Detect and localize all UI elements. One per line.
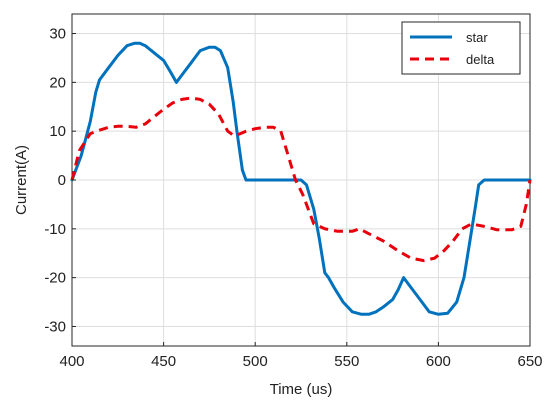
legend-box [401, 21, 521, 75]
x-tick-label: 600 [426, 353, 451, 370]
y-tick-label: -10 [44, 221, 66, 238]
x-tick-label: 550 [334, 353, 359, 370]
y-tick-label: 30 [49, 26, 66, 43]
x-tick-label: 500 [243, 353, 268, 370]
x-tick-label: 450 [151, 353, 176, 370]
series-line-star [70, 41, 532, 316]
legend: star delta [401, 21, 521, 75]
y-axis-ticks: -30 -20 -10 0 10 20 30 [44, 26, 76, 335]
legend-label-star: star [466, 30, 488, 45]
x-axis-title: Time (us) [270, 381, 333, 398]
x-tick-label: 650 [517, 353, 542, 370]
x-axis-ticks: 400 450 500 550 600 650 [59, 342, 543, 370]
legend-label-delta: delta [466, 52, 495, 67]
y-tick-label: 0 [58, 172, 66, 189]
x-tick-label: 400 [59, 353, 84, 370]
y-tick-label: -20 [44, 270, 66, 287]
series-layer [70, 41, 532, 316]
y-axis-title: Current(A) [13, 145, 30, 215]
y-tick-label: 10 [49, 123, 66, 140]
y-tick-label: 20 [49, 74, 66, 91]
y-tick-label: -30 [44, 318, 66, 335]
series-line-delta [70, 96, 532, 263]
